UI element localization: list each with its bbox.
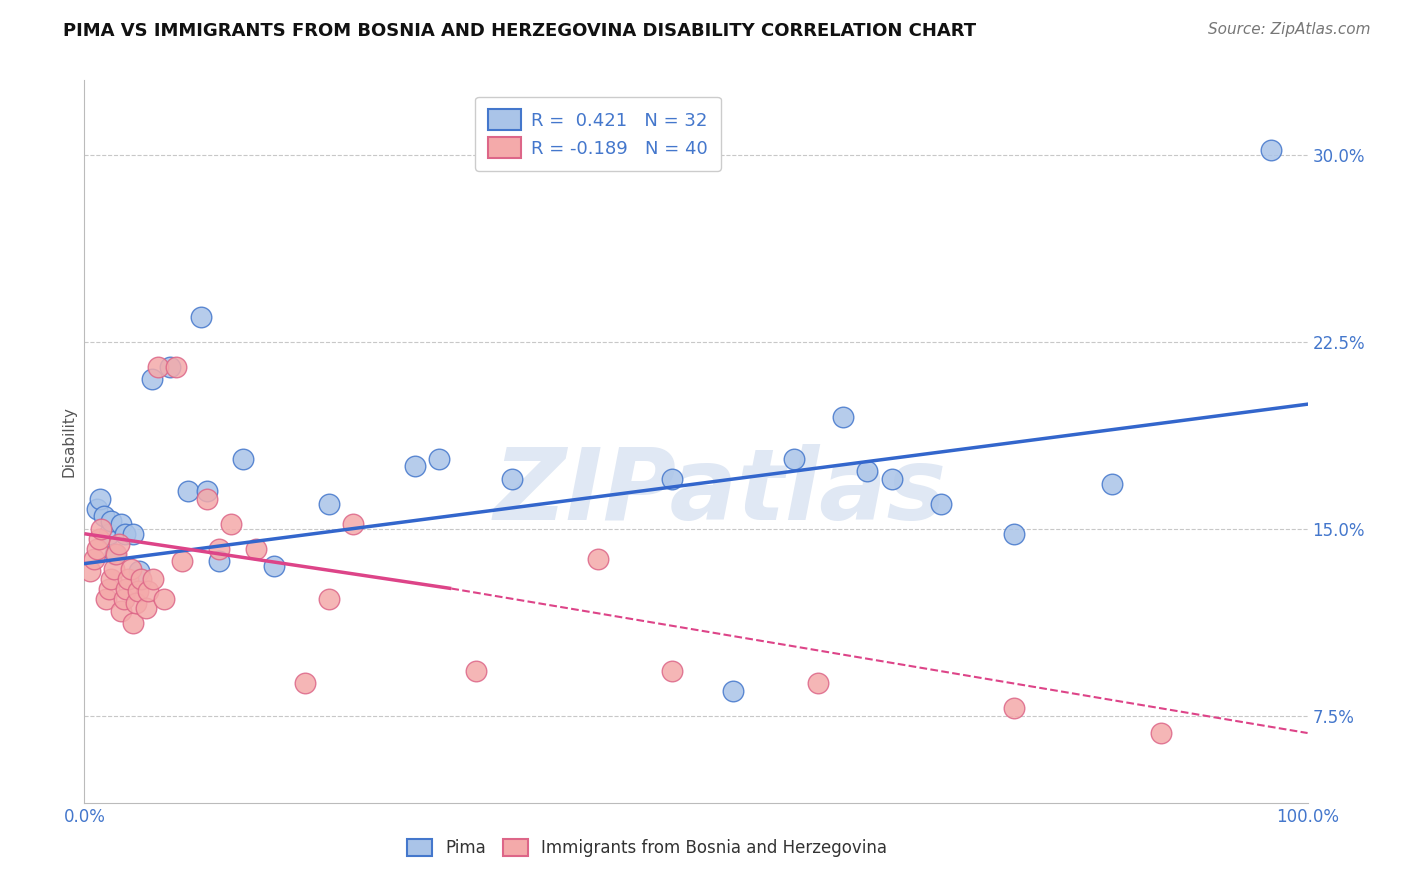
Point (110, 604, 132, 618)
Point (86, 501, 108, 516)
Point (96, 591, 118, 606)
Point (125, 597, 148, 611)
Point (232, 452, 254, 467)
Point (141, 372, 163, 386)
Point (1101, 476, 1123, 491)
Point (136, 584, 159, 599)
Point (100, 514, 122, 528)
Point (86, 541, 108, 556)
Point (721, 683, 744, 698)
Point (142, 572, 165, 586)
Text: Source: ZipAtlas.com: Source: ZipAtlas.com (1208, 22, 1371, 37)
Point (1260, 143, 1282, 157)
Point (97, 526, 120, 541)
Point (97, 582, 120, 596)
Point (122, 616, 145, 631)
Point (208, 554, 231, 568)
Point (153, 591, 176, 606)
Legend: Pima, Immigrants from Bosnia and Herzegovina: Pima, Immigrants from Bosnia and Herzego… (396, 829, 897, 867)
Point (318, 591, 340, 606)
Point (502, 472, 524, 486)
Text: ZIPatlas: ZIPatlas (494, 443, 948, 541)
Point (586, 551, 609, 566)
Point (177, 484, 200, 499)
Point (856, 465, 879, 479)
Point (195, 484, 218, 499)
Point (807, 676, 830, 690)
Point (112, 591, 135, 606)
Point (90, 522, 112, 536)
Point (195, 491, 218, 506)
Point (464, 664, 486, 678)
Point (103, 561, 125, 575)
Point (294, 676, 316, 690)
Point (135, 601, 157, 615)
Point (87, 532, 110, 546)
Point (107, 537, 129, 551)
Point (263, 559, 285, 574)
Point (172, 554, 194, 568)
Point (128, 564, 150, 578)
Point (427, 452, 450, 467)
Y-axis label: Disability: Disability (60, 406, 76, 477)
Point (89, 491, 111, 506)
Point (342, 516, 364, 531)
Point (219, 516, 242, 531)
Point (104, 547, 127, 561)
Point (79, 564, 101, 578)
Point (1150, 726, 1173, 740)
Point (831, 409, 853, 424)
Point (880, 472, 903, 486)
Point (190, 310, 212, 324)
Point (129, 572, 152, 586)
Point (83, 551, 105, 566)
Point (105, 547, 128, 561)
Point (318, 497, 340, 511)
Point (120, 561, 142, 575)
Point (661, 472, 683, 486)
Point (122, 526, 145, 541)
Point (110, 516, 132, 531)
Point (115, 582, 138, 596)
Point (661, 664, 683, 678)
Point (165, 359, 187, 374)
Text: PIMA VS IMMIGRANTS FROM BOSNIA AND HERZEGOVINA DISABILITY CORRELATION CHART: PIMA VS IMMIGRANTS FROM BOSNIA AND HERZE… (63, 22, 976, 40)
Point (404, 459, 426, 474)
Point (146, 359, 169, 374)
Point (783, 452, 806, 467)
Point (117, 572, 139, 586)
Point (1002, 701, 1025, 715)
Point (159, 359, 181, 374)
Point (93, 509, 115, 524)
Point (245, 541, 267, 556)
Point (208, 541, 231, 556)
Point (127, 584, 149, 599)
Point (100, 572, 122, 586)
Point (929, 497, 952, 511)
Point (1002, 526, 1025, 541)
Point (114, 526, 136, 541)
